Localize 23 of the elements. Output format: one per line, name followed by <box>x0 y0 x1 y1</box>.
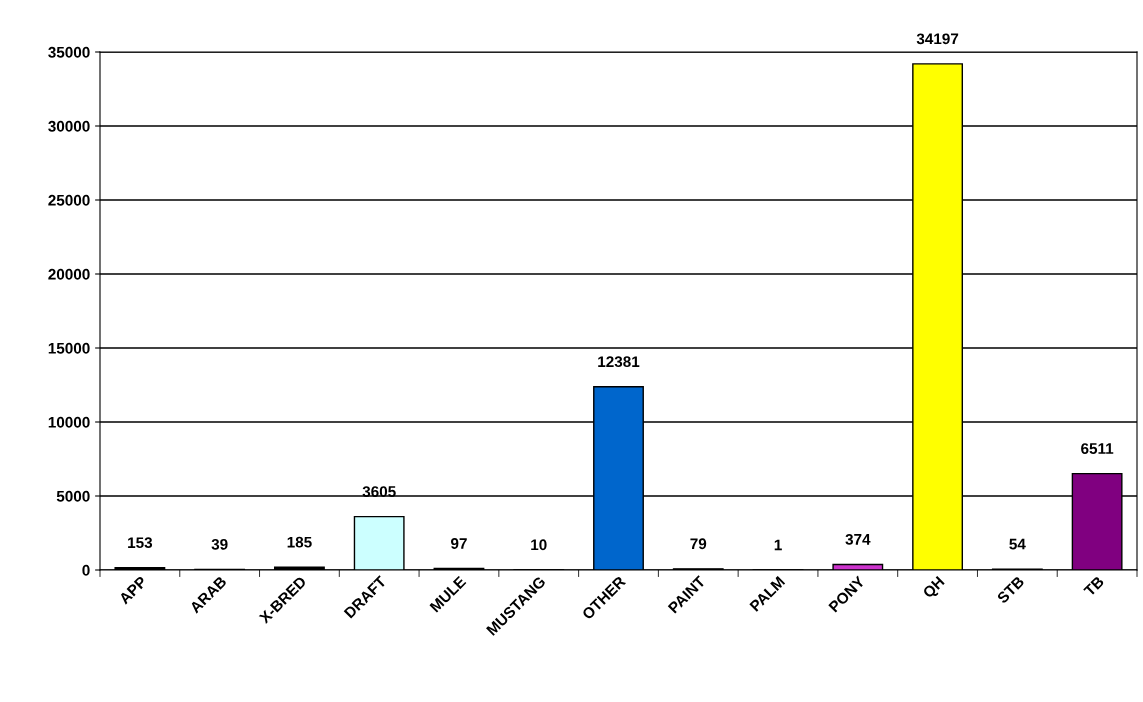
y-tick-label: 15000 <box>48 342 90 354</box>
y-tick-label: 0 <box>82 564 90 576</box>
y-tick-label: 25000 <box>48 194 90 206</box>
data-label: 10 <box>531 539 547 551</box>
y-tick-label: 10000 <box>48 416 90 428</box>
x-tick-label: TB <box>1083 575 1105 597</box>
y-tick-label: 5000 <box>56 490 90 502</box>
y-tick-label: 35000 <box>48 46 90 58</box>
data-label: 6511 <box>1081 443 1114 454</box>
data-label: 97 <box>451 538 467 549</box>
data-label: 12381 <box>598 356 640 368</box>
data-label: 3605 <box>362 486 396 497</box>
data-label: 1 <box>774 539 782 551</box>
data-label: 39 <box>211 538 228 550</box>
data-label: 185 <box>287 536 312 548</box>
data-label: 153 <box>128 537 153 549</box>
data-label: 374 <box>845 533 871 545</box>
y-tick-label: 30000 <box>48 120 90 132</box>
x-tick-label: QH <box>922 575 947 601</box>
y-tick-label: 20000 <box>48 268 90 280</box>
data-label: 34197 <box>916 33 959 45</box>
data-label: 54 <box>1009 538 1026 550</box>
data-label: 79 <box>690 538 707 550</box>
